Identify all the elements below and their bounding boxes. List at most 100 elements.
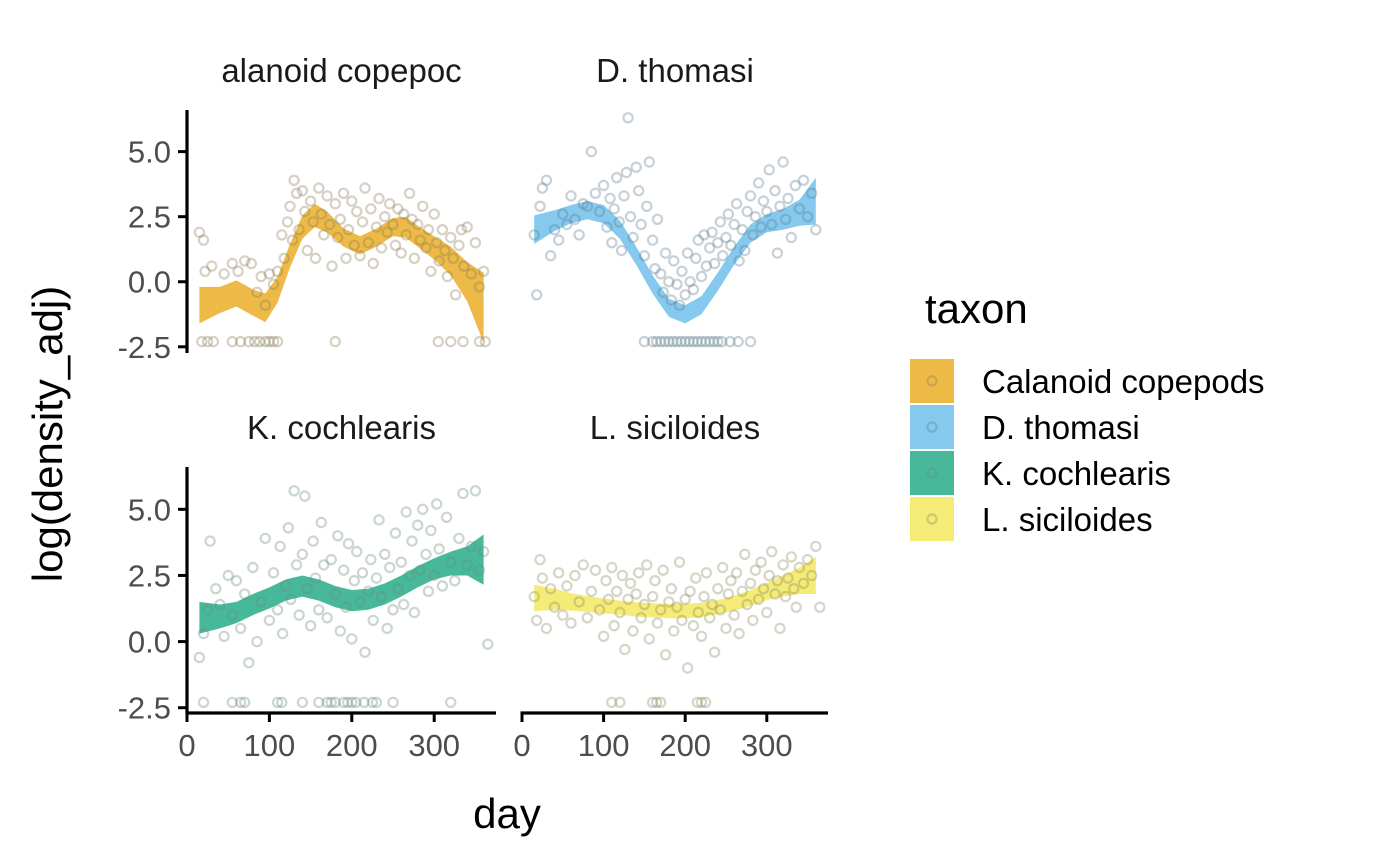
data-point bbox=[801, 553, 814, 566]
data-point bbox=[445, 556, 457, 568]
data-point bbox=[708, 335, 720, 348]
data-point bbox=[785, 231, 798, 244]
data-point bbox=[700, 567, 713, 579]
data-point bbox=[736, 223, 749, 236]
data-point bbox=[690, 572, 702, 584]
data-point bbox=[299, 490, 311, 502]
data-point bbox=[646, 590, 659, 603]
data-point bbox=[752, 593, 765, 606]
data-point bbox=[457, 335, 469, 348]
data-point bbox=[777, 156, 789, 168]
data-point bbox=[663, 276, 675, 288]
data-point bbox=[691, 335, 704, 348]
data-point bbox=[769, 588, 781, 600]
legend-entry: Calanoid copepods bbox=[910, 359, 1265, 403]
data-point bbox=[447, 252, 459, 264]
data-point bbox=[548, 223, 561, 236]
data-point bbox=[453, 239, 465, 251]
data-point bbox=[307, 216, 319, 228]
data-point bbox=[544, 249, 557, 262]
data-point bbox=[641, 200, 653, 212]
data-point bbox=[342, 696, 354, 709]
data-point bbox=[304, 195, 317, 207]
legend-label: L. siciloides bbox=[982, 501, 1153, 538]
data-point bbox=[722, 588, 735, 600]
data-point bbox=[608, 203, 620, 215]
data-point bbox=[695, 270, 708, 283]
data-point bbox=[392, 203, 404, 215]
data-point bbox=[739, 548, 751, 561]
data-point bbox=[263, 614, 276, 627]
data-point bbox=[692, 234, 705, 246]
data-point bbox=[624, 210, 637, 223]
data-point bbox=[420, 548, 432, 561]
data-point bbox=[346, 696, 358, 709]
smooth-ribbon bbox=[534, 177, 816, 324]
data-point bbox=[197, 627, 210, 640]
data-point bbox=[465, 268, 477, 280]
data-point bbox=[433, 543, 445, 555]
data-point bbox=[675, 335, 687, 348]
y-axis-title: log(density_adj) bbox=[24, 286, 71, 583]
data-point bbox=[387, 604, 399, 616]
data-point bbox=[482, 638, 494, 650]
data-point bbox=[334, 213, 346, 225]
data-point bbox=[431, 498, 443, 510]
data-point bbox=[473, 281, 486, 293]
data-point bbox=[687, 620, 700, 632]
data-point bbox=[585, 585, 598, 598]
data-point bbox=[346, 633, 358, 645]
data-point bbox=[247, 561, 259, 574]
data-point bbox=[608, 620, 620, 632]
data-point bbox=[614, 696, 626, 709]
data-point bbox=[400, 229, 412, 241]
x-tick-label: 200 bbox=[326, 728, 378, 763]
data-point bbox=[810, 223, 822, 236]
data-point bbox=[638, 598, 651, 611]
data-point bbox=[276, 627, 289, 640]
data-point bbox=[724, 335, 736, 348]
data-point bbox=[789, 179, 802, 192]
data-point bbox=[714, 604, 727, 616]
data-point bbox=[440, 511, 453, 524]
data-point bbox=[635, 218, 647, 231]
data-point bbox=[618, 190, 630, 202]
data-point bbox=[243, 335, 255, 348]
data-point bbox=[635, 612, 647, 624]
data-point bbox=[714, 216, 727, 228]
data-point bbox=[309, 252, 322, 264]
data-point bbox=[573, 596, 585, 608]
data-point bbox=[624, 577, 637, 590]
data-point bbox=[646, 696, 659, 709]
data-point bbox=[649, 263, 661, 275]
data-point bbox=[641, 559, 653, 571]
data-point bbox=[299, 205, 311, 218]
data-point bbox=[420, 242, 432, 254]
data-point bbox=[389, 527, 402, 539]
legend-key bbox=[910, 497, 954, 541]
data-point bbox=[276, 696, 288, 709]
y-tick-label: 0.0 bbox=[128, 625, 171, 660]
data-point bbox=[655, 335, 667, 348]
data-point bbox=[712, 236, 724, 249]
data-point bbox=[445, 696, 457, 709]
data-point bbox=[431, 236, 443, 249]
data-point bbox=[288, 485, 300, 497]
data-point bbox=[722, 208, 735, 220]
data-point bbox=[356, 567, 369, 579]
data-point bbox=[367, 614, 379, 627]
data-point bbox=[392, 583, 404, 595]
data-point bbox=[706, 598, 718, 611]
data-point bbox=[458, 260, 470, 272]
data-point bbox=[692, 606, 705, 619]
data-point bbox=[422, 585, 435, 598]
data-point bbox=[313, 182, 325, 194]
data-point bbox=[255, 596, 267, 608]
data-point bbox=[806, 569, 818, 582]
data-point bbox=[417, 200, 429, 212]
data-point bbox=[395, 247, 407, 259]
data-point bbox=[744, 190, 757, 202]
data-point bbox=[687, 283, 700, 296]
data-point bbox=[720, 231, 732, 244]
data-point bbox=[725, 239, 737, 251]
